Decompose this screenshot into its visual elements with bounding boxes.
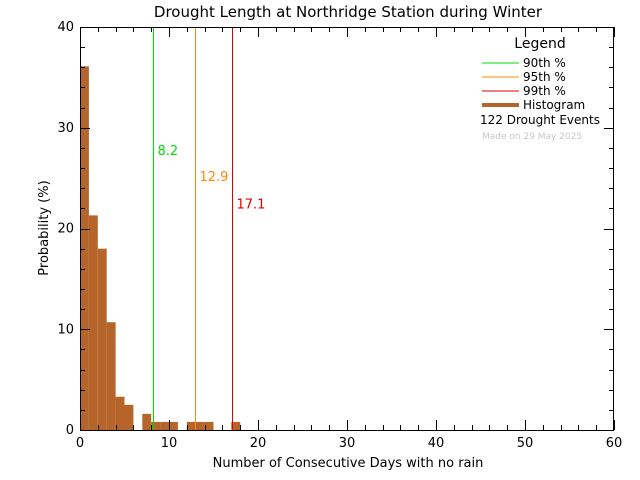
percentile-value-label: 12.9	[200, 170, 229, 185]
x-tick-label: 20	[250, 436, 267, 451]
percentile-lines: 8.2 12.9 17.1	[153, 27, 266, 430]
histogram-bar	[195, 421, 205, 430]
x-tick-label: 60	[606, 436, 623, 451]
histogram-bar	[204, 421, 214, 430]
x-axis-label: Number of Consecutive Days with no rain	[213, 456, 484, 471]
histogram-bar	[186, 421, 196, 430]
histogram-bar	[231, 421, 241, 430]
made-on-date: Made on 29 May 2025	[482, 132, 582, 142]
legend-label-histogram: Histogram	[523, 98, 585, 112]
legend: Legend 90th % 95th % 99th % Histogram 12…	[480, 36, 600, 142]
chart-title: Drought Length at Northridge Station dur…	[154, 3, 543, 21]
histogram-bar	[142, 413, 152, 430]
histogram-bar	[88, 215, 98, 430]
percentile-value-label: 8.2	[158, 144, 179, 159]
percentile-value-label: 17.1	[237, 197, 266, 212]
legend-label-99th: 99th %	[523, 84, 566, 98]
x-tick-label: 30	[339, 436, 356, 451]
x-tick-label: 10	[161, 436, 178, 451]
histogram-bar	[160, 421, 169, 430]
drought-events-count: 122 Drought Events	[480, 113, 600, 127]
plot-axes: 0 10 20 30 40 50 60 0 10 20 30 40	[57, 20, 622, 451]
y-tick-label: 20	[57, 222, 74, 237]
x-tick-label: 0	[76, 436, 84, 451]
y-axis-label: Probability (%)	[37, 180, 52, 275]
histogram-bar	[151, 421, 161, 430]
histogram-bar	[97, 248, 107, 430]
legend-label-90th: 90th %	[523, 56, 566, 70]
y-tick-label: 30	[57, 121, 74, 136]
legend-title: Legend	[514, 36, 565, 52]
histogram-bar	[124, 404, 134, 430]
histogram-bars	[80, 66, 241, 430]
histogram-bar	[106, 322, 116, 430]
histogram-bar	[169, 421, 178, 430]
y-tick-label: 10	[57, 322, 74, 337]
legend-label-95th: 95th %	[523, 70, 566, 84]
x-tick-label: 40	[428, 436, 445, 451]
y-tick-label: 40	[57, 20, 74, 35]
y-tick-label: 0	[66, 423, 74, 438]
histogram-bar	[115, 396, 125, 430]
histogram-bar	[80, 66, 89, 430]
x-tick-label: 50	[517, 436, 534, 451]
